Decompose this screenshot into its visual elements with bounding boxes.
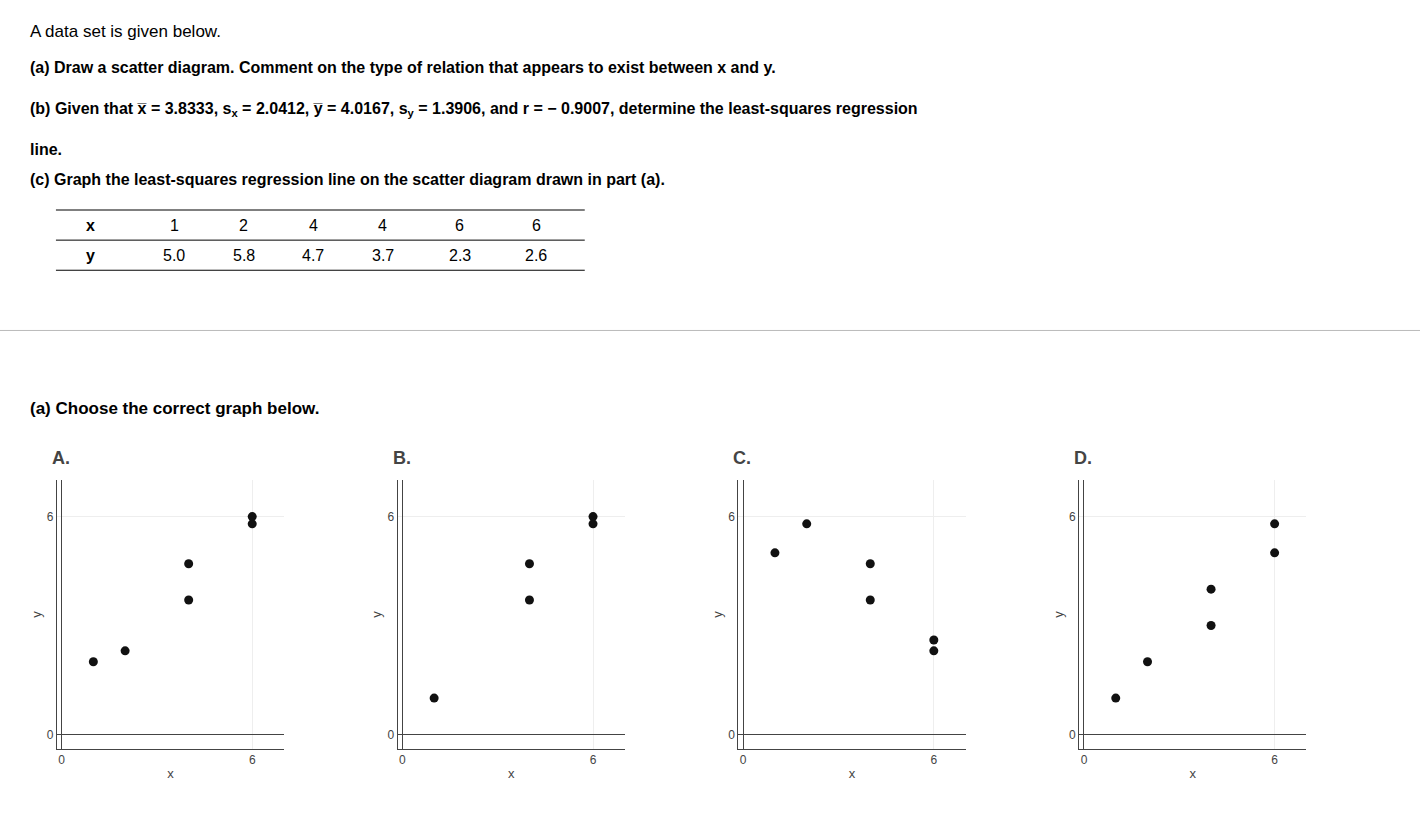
svg-text:C.: C. bbox=[733, 448, 751, 468]
svg-text:x: x bbox=[849, 766, 856, 781]
svg-text:0: 0 bbox=[740, 753, 747, 767]
svg-text:x: x bbox=[508, 766, 515, 781]
svg-text:6: 6 bbox=[532, 217, 541, 234]
svg-text:5.0: 5.0 bbox=[163, 247, 185, 264]
svg-text:6: 6 bbox=[590, 753, 597, 767]
svg-text:4.7: 4.7 bbox=[302, 247, 324, 264]
svg-text:0: 0 bbox=[1081, 753, 1088, 767]
svg-text:y: y bbox=[29, 611, 44, 618]
svg-text:y: y bbox=[369, 611, 384, 618]
svg-text:y: y bbox=[86, 247, 95, 264]
svg-text:6: 6 bbox=[388, 510, 395, 524]
svg-text:5.8: 5.8 bbox=[233, 247, 255, 264]
svg-text:0: 0 bbox=[1069, 728, 1076, 742]
svg-text:x: x bbox=[1190, 766, 1197, 781]
svg-text:x: x bbox=[167, 766, 174, 781]
svg-text:3.7: 3.7 bbox=[372, 247, 394, 264]
svg-text:(a) Choose the correct graph b: (a) Choose the correct graph below. bbox=[30, 399, 319, 418]
svg-text:6: 6 bbox=[930, 753, 937, 767]
svg-text:0: 0 bbox=[388, 728, 395, 742]
svg-text:(b) Given that x̅ = 3.8333, s​: (b) Given that x̅ = 3.8333, s​x​ = 2.041… bbox=[30, 100, 918, 119]
svg-text:2.6: 2.6 bbox=[525, 247, 547, 264]
svg-text:D.: D. bbox=[1074, 448, 1092, 468]
svg-text:2.3: 2.3 bbox=[449, 247, 471, 264]
svg-text:y: y bbox=[710, 611, 725, 618]
svg-text:A.: A. bbox=[52, 448, 70, 468]
svg-text:0: 0 bbox=[399, 753, 406, 767]
svg-text:x: x bbox=[86, 217, 95, 234]
svg-text:1: 1 bbox=[170, 217, 179, 234]
svg-text:line.: line. bbox=[30, 141, 62, 158]
svg-text:0: 0 bbox=[728, 728, 735, 742]
svg-text:6: 6 bbox=[455, 217, 464, 234]
svg-text:4: 4 bbox=[378, 217, 387, 234]
svg-text:6: 6 bbox=[1069, 510, 1076, 524]
svg-text:2: 2 bbox=[239, 217, 248, 234]
svg-text:B.: B. bbox=[393, 448, 411, 468]
svg-text:6: 6 bbox=[47, 510, 54, 524]
svg-text:A data set is given below.: A data set is given below. bbox=[30, 22, 221, 41]
svg-text:0: 0 bbox=[47, 728, 54, 742]
svg-text:y: y bbox=[1051, 611, 1066, 618]
svg-text:6: 6 bbox=[728, 510, 735, 524]
svg-text:(a) Draw a scatter diagram. Co: (a) Draw a scatter diagram. Comment on t… bbox=[30, 59, 776, 76]
svg-text:6: 6 bbox=[249, 753, 256, 767]
svg-text:(c) Graph the least-squares re: (c) Graph the least-squares regression l… bbox=[30, 171, 665, 188]
svg-text:4: 4 bbox=[309, 217, 318, 234]
svg-text:6: 6 bbox=[1271, 753, 1278, 767]
svg-text:0: 0 bbox=[58, 753, 65, 767]
